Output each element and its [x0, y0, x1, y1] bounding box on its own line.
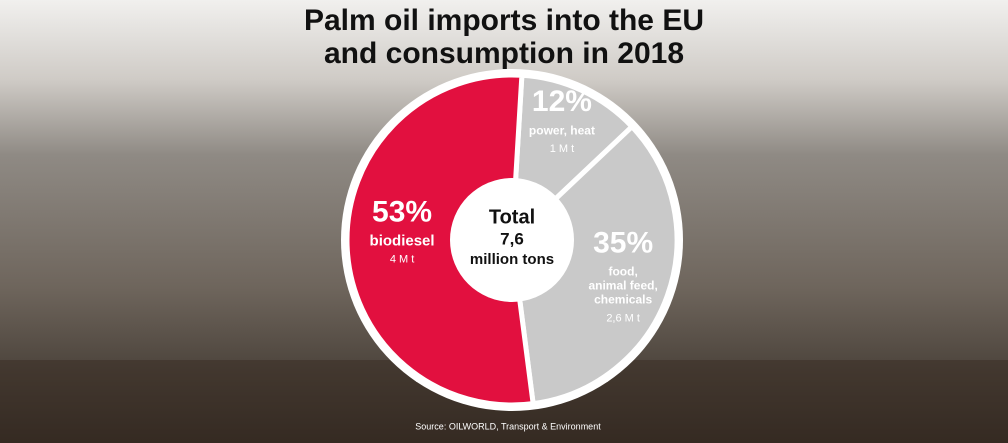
pie-slice — [509, 123, 680, 407]
title-line: and consumption in 2018 — [324, 37, 684, 70]
source: Source: OILWORLD, Transport & Environmen… — [415, 421, 601, 431]
value-label: 53% — [372, 196, 432, 229]
category-label: food, animal feed, chemicals — [588, 265, 657, 307]
amount-label: 2,6 M t — [606, 313, 640, 325]
value-label: 12% — [532, 85, 592, 118]
pie-slice — [344, 72, 536, 408]
center-label: million tons — [470, 251, 554, 268]
title-line: Palm oil imports into the EU — [304, 4, 704, 37]
category-label: power, heat — [529, 123, 595, 137]
value-label: 35% — [593, 227, 653, 260]
amount-label: 4 M t — [390, 254, 414, 266]
category-label: biodiesel — [370, 233, 435, 250]
center-label: 7,6 — [500, 229, 524, 248]
center-hole — [450, 178, 574, 302]
center-label: Total — [489, 206, 535, 228]
amount-label: 1 M t — [550, 143, 574, 155]
